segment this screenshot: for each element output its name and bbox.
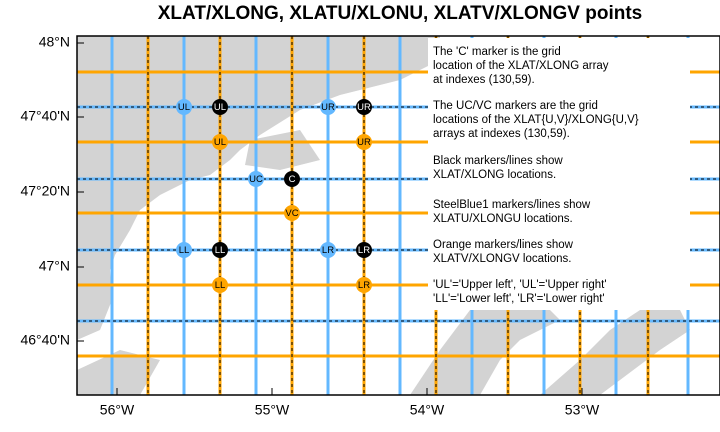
black-marker	[212, 242, 228, 258]
annotation-line: at indexes (130,59).	[433, 74, 535, 86]
blue-marker	[176, 242, 192, 258]
orange-marker	[212, 134, 228, 150]
annotation-line: XLAT/XLONG locations.	[433, 169, 556, 181]
black-marker	[356, 99, 372, 115]
title: XLAT/XLONG, XLATU/XLONU, XLATV/XLONGV po…	[158, 3, 643, 24]
x-tick-label: 53°W	[565, 402, 600, 418]
black-marker-label: UL	[214, 102, 226, 113]
black-marker	[212, 99, 228, 115]
orange-marker-label: UR	[357, 137, 371, 148]
y-tick-label: 47°N	[39, 258, 70, 274]
orange-marker	[284, 205, 300, 221]
black-marker-label: C	[289, 174, 296, 185]
black-marker	[356, 242, 372, 258]
black-marker	[284, 171, 300, 187]
y-tick-label: 46°40'N	[20, 332, 70, 348]
blue-marker-label: UR	[321, 102, 335, 113]
black-marker-label: LR	[358, 245, 370, 256]
annotation-line: XLATV/XLONGV locations.	[433, 253, 571, 265]
frame	[76, 35, 720, 396]
blue-marker	[320, 99, 336, 115]
orange-marker-label: VC	[285, 208, 298, 219]
markers: UL UR UC LL LR UL UR C LL LR UL UR VC LL LR	[176, 99, 372, 293]
y-tick-label: 48°N	[39, 34, 70, 50]
orange-marker-label: LR	[358, 280, 370, 291]
blue-marker-label: UC	[249, 174, 263, 185]
annotation-line: Orange markers/lines show	[433, 239, 574, 251]
blue-marker-label: LR	[322, 245, 334, 256]
axes: 48°N 47°40'N 47°20'N 47°N 46°40'N 56°W 55°W 54°…	[20, 34, 600, 418]
orange-marker-label: LL	[215, 280, 226, 291]
annotations: The 'C' marker is the grid location of th…	[433, 46, 639, 305]
blue-marker-label: UL	[178, 102, 190, 113]
legend-box	[428, 38, 690, 310]
orange-marker	[356, 134, 372, 150]
orange-marker-label: UL	[214, 137, 226, 148]
annotation-line: arrays at indexes (130,59).	[433, 128, 570, 140]
orange-marker	[356, 277, 372, 293]
y-tick-label: 47°40'N	[20, 108, 70, 124]
blue-marker	[320, 242, 336, 258]
annotation-line: 'LL'='Lower left', 'LR'='Lower right'	[433, 293, 605, 305]
annotation-line: 'UL'='Upper left', 'UL'='Upper right'	[433, 279, 607, 291]
plot-area: UL UR UC LL LR UL UR C LL LR UL UR VC LL LR	[77, 36, 720, 395]
annotation-line: SteelBlue1 markers/lines show	[433, 199, 591, 211]
black-marker-label: UR	[357, 102, 371, 113]
x-tick-label: 56°W	[100, 402, 135, 418]
blue-marker	[176, 99, 192, 115]
orange-marker	[212, 277, 228, 293]
annotation-line: The 'C' marker is the grid	[433, 46, 561, 58]
annotation-line: XLATU/XLONGU locations.	[433, 213, 573, 225]
x-tick-label: 55°W	[255, 402, 290, 418]
annotation-line: The UC/VC markers are the grid	[433, 100, 598, 112]
annotation-line: Black markers/lines show	[433, 155, 563, 167]
annotation-line: location of the XLAT/XLONG array	[433, 60, 609, 72]
blue-marker-label: LL	[179, 245, 190, 256]
annotation-line: locations of the XLAT{U,V}/XLONG{U,V}	[433, 114, 639, 126]
blue-marker	[248, 171, 264, 187]
y-tick-label: 47°20'N	[20, 183, 70, 199]
black-marker-label: LL	[215, 245, 226, 256]
x-tick-label: 54°W	[410, 402, 445, 418]
